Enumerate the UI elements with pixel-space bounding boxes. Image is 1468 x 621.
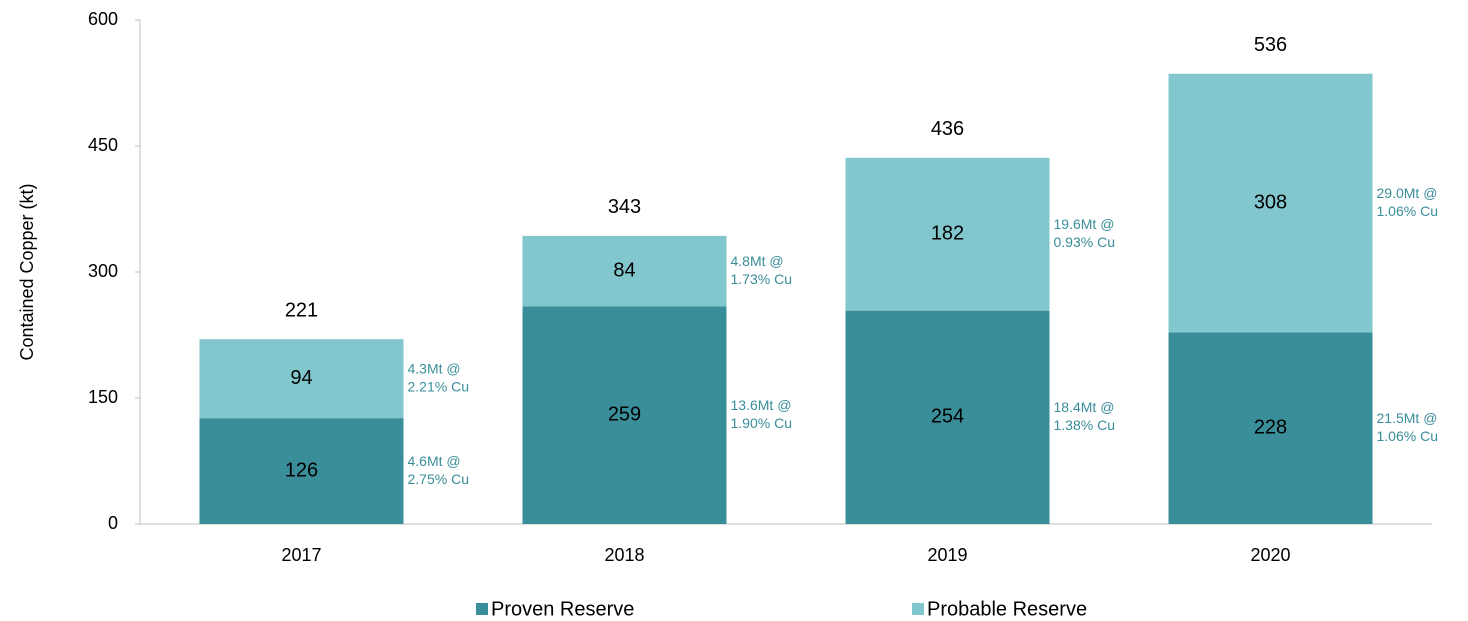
segment-label: 182 bbox=[931, 222, 964, 244]
x-tick-label: 2017 bbox=[281, 545, 321, 565]
x-tick-label: 2020 bbox=[1250, 545, 1290, 565]
bar-segment bbox=[199, 418, 404, 524]
segment-annotation: 1.06% Cu bbox=[1377, 428, 1438, 444]
segment-label: 308 bbox=[1254, 191, 1287, 213]
segment-annotation: 4.8Mt @ bbox=[731, 253, 784, 269]
legend-swatch bbox=[476, 603, 488, 615]
total-label: 536 bbox=[1254, 34, 1287, 56]
bar-segment bbox=[1168, 332, 1373, 524]
bar-segment bbox=[845, 157, 1050, 311]
y-tick-label: 0 bbox=[108, 513, 118, 533]
segment-annotation: 19.6Mt @ bbox=[1054, 216, 1115, 232]
segment-annotation: 2.21% Cu bbox=[408, 378, 469, 394]
segment-label: 259 bbox=[608, 404, 641, 426]
y-tick-label: 600 bbox=[88, 9, 118, 29]
y-tick-label: 300 bbox=[88, 261, 118, 281]
x-tick-label: 2019 bbox=[927, 545, 967, 565]
segment-annotation: 2.75% Cu bbox=[408, 471, 469, 487]
bar-segment bbox=[845, 310, 1050, 524]
segment-annotation: 21.5Mt @ bbox=[1377, 410, 1438, 426]
segment-label: 254 bbox=[931, 406, 964, 428]
segment-annotation: 29.0Mt @ bbox=[1377, 185, 1438, 201]
segment-annotation: 1.06% Cu bbox=[1377, 203, 1438, 219]
bar-segment bbox=[522, 306, 727, 524]
segment-annotation: 1.38% Cu bbox=[1054, 417, 1115, 433]
legend-label: Probable Reserve bbox=[927, 598, 1087, 620]
legend-label: Proven Reserve bbox=[491, 598, 634, 620]
total-label: 436 bbox=[931, 118, 964, 140]
y-tick-label: 450 bbox=[88, 135, 118, 155]
segment-annotation: 1.73% Cu bbox=[731, 271, 792, 287]
bar-segment bbox=[1168, 73, 1373, 333]
segment-annotation: 13.6Mt @ bbox=[731, 397, 792, 413]
segment-annotation: 18.4Mt @ bbox=[1054, 399, 1115, 415]
total-label: 221 bbox=[285, 299, 318, 321]
y-tick-label: 150 bbox=[88, 387, 118, 407]
x-tick-label: 2018 bbox=[604, 545, 644, 565]
total-label: 343 bbox=[608, 196, 641, 218]
segment-annotation: 1.90% Cu bbox=[731, 415, 792, 431]
segment-label: 94 bbox=[290, 367, 312, 389]
segment-annotation: 0.93% Cu bbox=[1054, 234, 1115, 250]
segment-label: 228 bbox=[1254, 417, 1287, 439]
bar-segment bbox=[522, 235, 727, 307]
segment-annotation: 4.3Mt @ bbox=[408, 360, 461, 376]
segment-annotation: 4.6Mt @ bbox=[408, 453, 461, 469]
segment-label: 84 bbox=[613, 259, 635, 281]
legend-swatch bbox=[912, 603, 924, 615]
y-axis-label: Contained Copper (kt) bbox=[17, 183, 37, 360]
segment-label: 126 bbox=[285, 459, 318, 481]
bar-segment bbox=[199, 339, 404, 419]
